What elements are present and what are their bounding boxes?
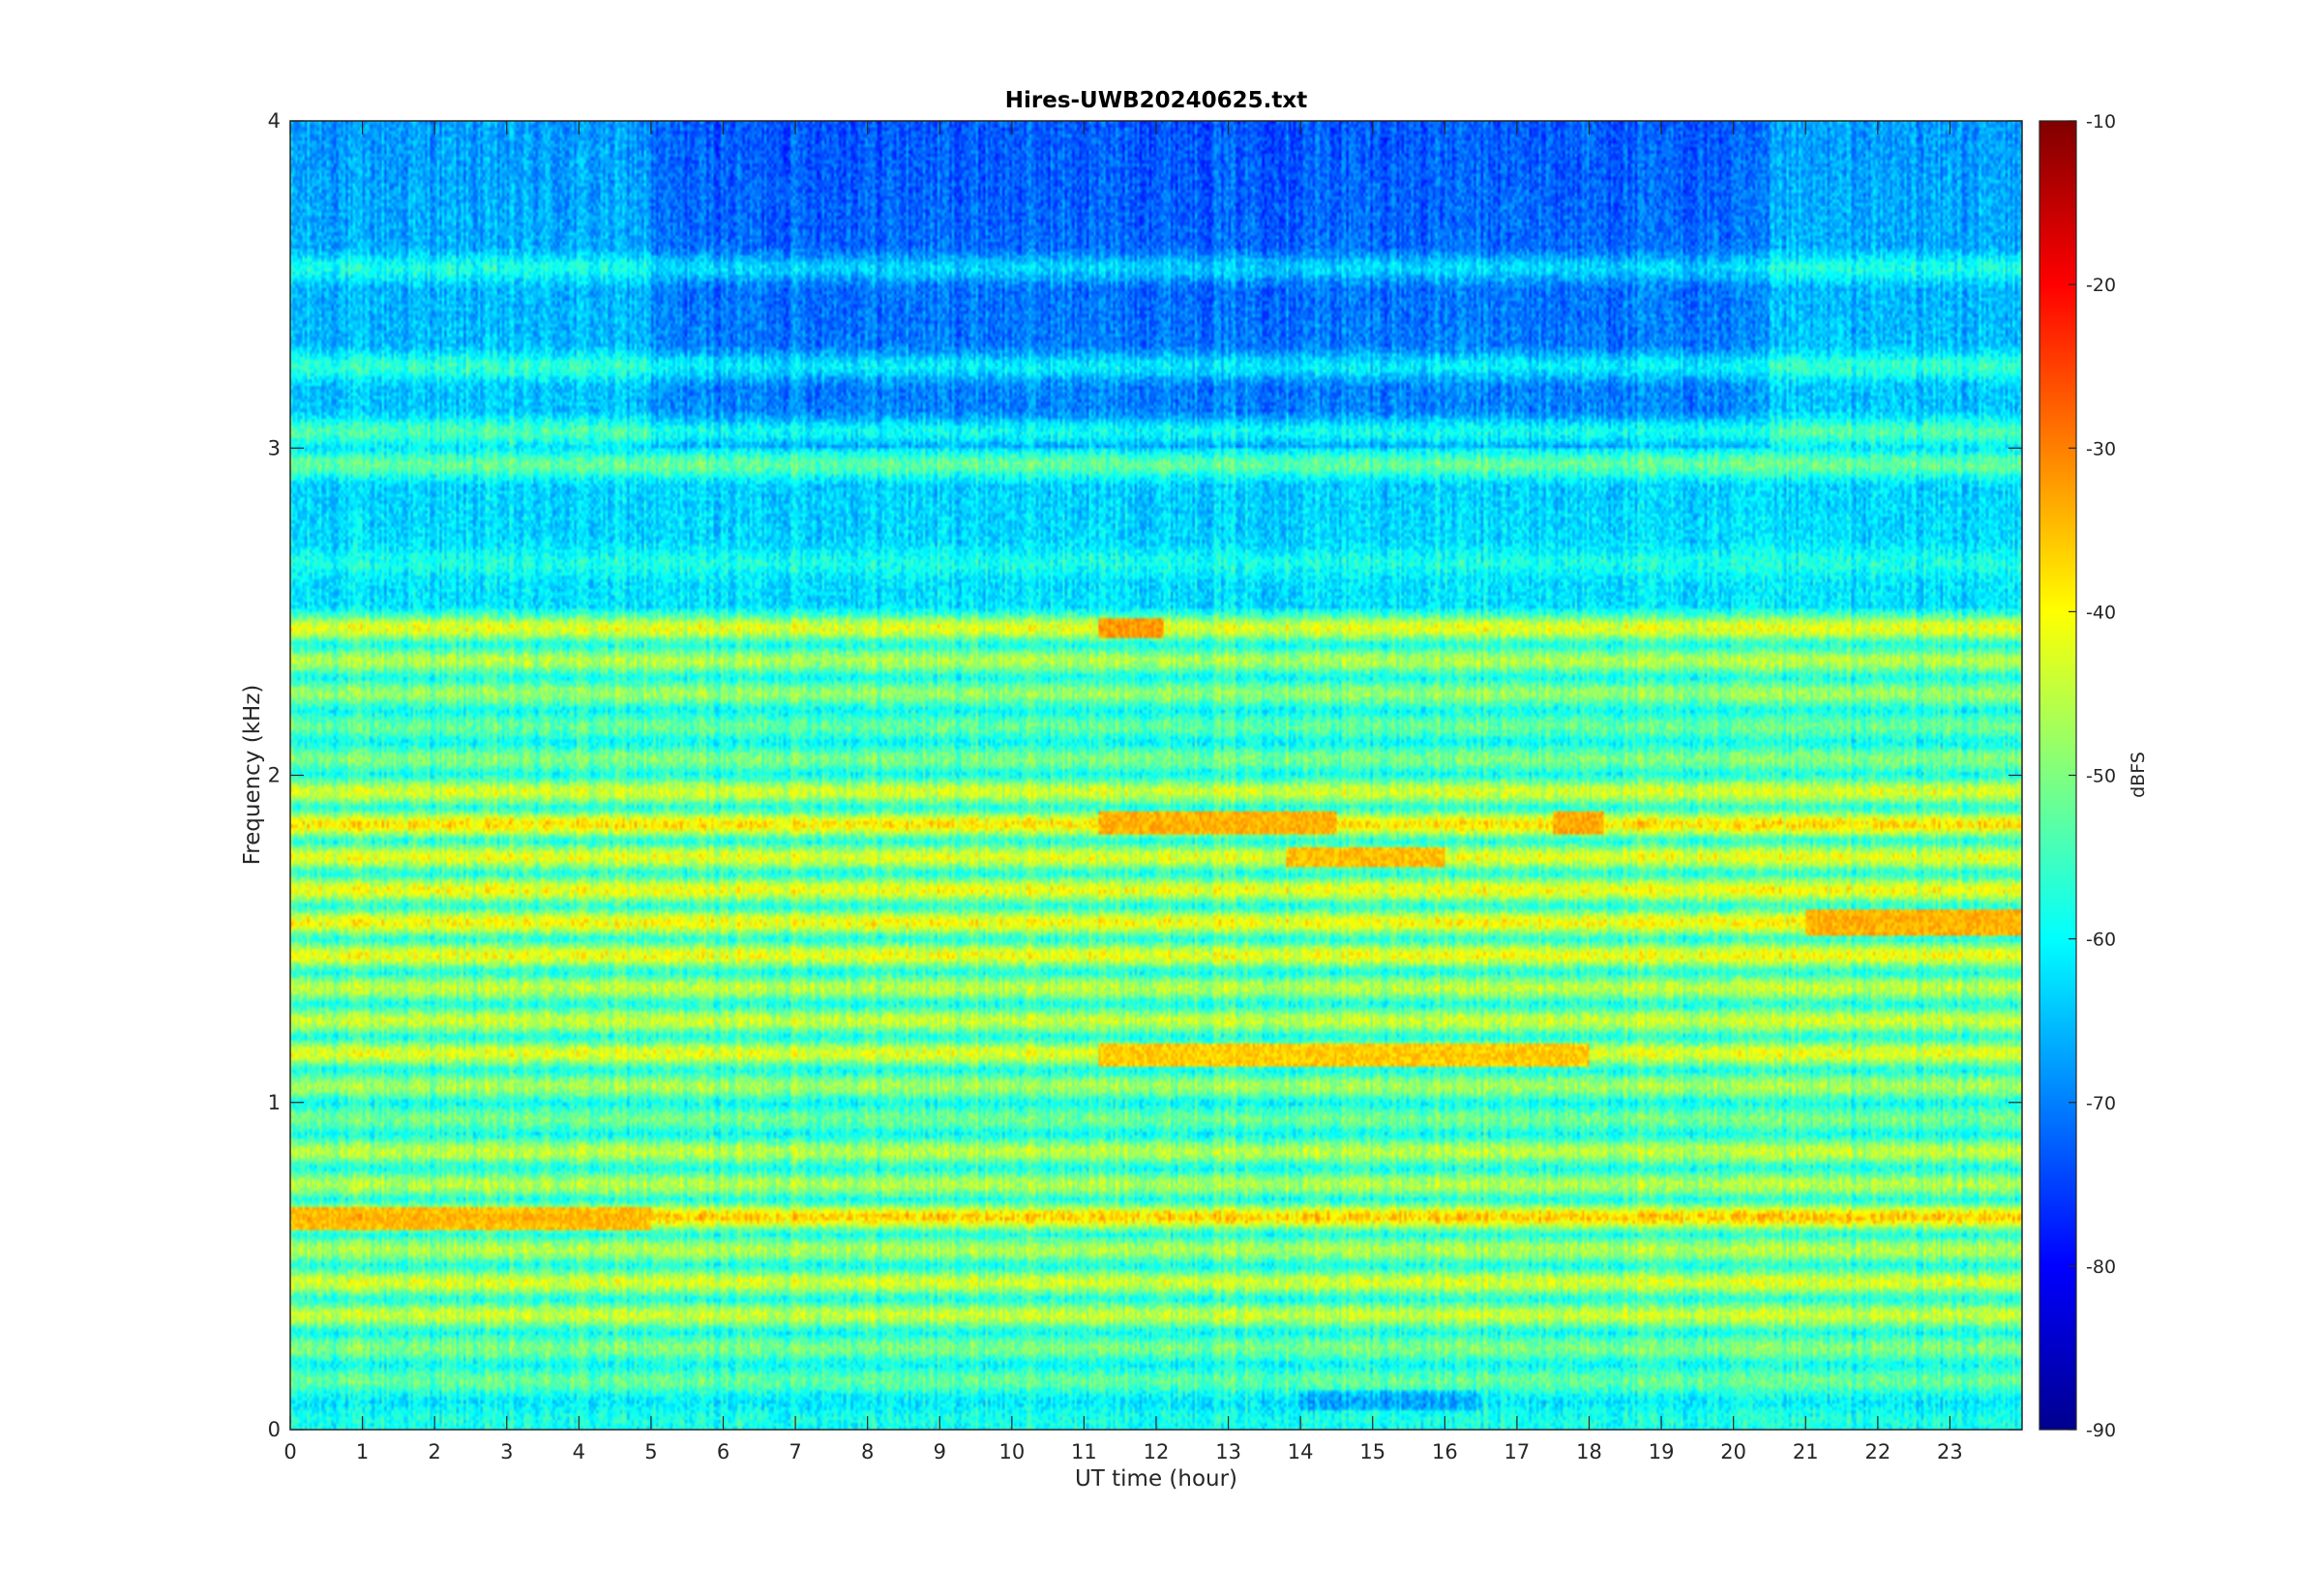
x-tick-label: 22: [1864, 1440, 1890, 1463]
x-tick-label: 7: [789, 1440, 801, 1463]
x-tick-label: 21: [1793, 1440, 1819, 1463]
y-tick-label: 2: [268, 764, 281, 787]
x-tick-label: 19: [1649, 1440, 1675, 1463]
x-tick-label: 16: [1432, 1440, 1458, 1463]
y-axis: 0 1 2 3 4: [268, 109, 2022, 1441]
y-tick-label: 3: [268, 436, 281, 459]
x-tick-label: 6: [717, 1440, 729, 1463]
y-axis-label: Frequency (kHz): [240, 685, 265, 866]
colorbar-label: dBFS: [2128, 752, 2149, 798]
x-tick-label: 12: [1144, 1440, 1170, 1463]
x-axis-label: UT time (hour): [1075, 1466, 1237, 1492]
y-tick-label: 4: [268, 109, 281, 133]
y-tick-label: 1: [268, 1091, 281, 1114]
x-tick-label: 20: [1720, 1440, 1746, 1463]
x-axis: 0 1 2 3 4 5 6 7 8 9 10 11 12 13 14 15 16 17 18 19 20 21 22 23: [283, 121, 1963, 1463]
x-tick-label: 18: [1576, 1440, 1602, 1463]
x-tick-label: 0: [283, 1440, 296, 1463]
colorbar-tick-label: -60: [2086, 930, 2116, 951]
spectrogram-heatmap: [290, 121, 2022, 1430]
colorbar-tick-label: -70: [2086, 1093, 2116, 1114]
x-tick-label: 15: [1359, 1440, 1385, 1463]
x-tick-label: 13: [1215, 1440, 1241, 1463]
colorbar-tick-label: -80: [2086, 1256, 2116, 1278]
spectrogram-plot: [290, 121, 2022, 1430]
y-tick-label: 0: [268, 1418, 281, 1441]
x-tick-label: 5: [644, 1440, 657, 1463]
x-tick-label: 10: [998, 1440, 1025, 1463]
colorbar-tick-label: -30: [2086, 438, 2116, 459]
x-tick-label: 14: [1288, 1440, 1314, 1463]
x-tick-label: 1: [356, 1440, 369, 1463]
x-tick-label: 11: [1071, 1440, 1097, 1463]
x-tick-label: 8: [861, 1440, 874, 1463]
x-tick-label: 23: [1937, 1440, 1963, 1463]
x-tick-label: 17: [1504, 1440, 1531, 1463]
colorbar-tick-label: -90: [2086, 1420, 2116, 1441]
x-tick-label: 4: [573, 1440, 585, 1463]
x-tick-label: 2: [428, 1440, 440, 1463]
colorbar-tick-label: -10: [2086, 111, 2116, 133]
x-tick-label: 3: [500, 1440, 513, 1463]
colorbar: -90 -80 -70 -60 -50 -40 -30 -20 -10 dBFS: [2039, 111, 2149, 1441]
x-tick-label: 9: [934, 1440, 946, 1463]
colorbar-tick-label: -50: [2086, 766, 2116, 787]
colorbar-ticks: -90 -80 -70 -60 -50 -40 -30 -20 -10: [2069, 111, 2116, 1441]
chart-title: Hires-UWB20240625.txt: [1005, 88, 1307, 113]
colorbar-tick-label: -20: [2086, 275, 2116, 296]
colorbar-tick-label: -40: [2086, 602, 2116, 623]
